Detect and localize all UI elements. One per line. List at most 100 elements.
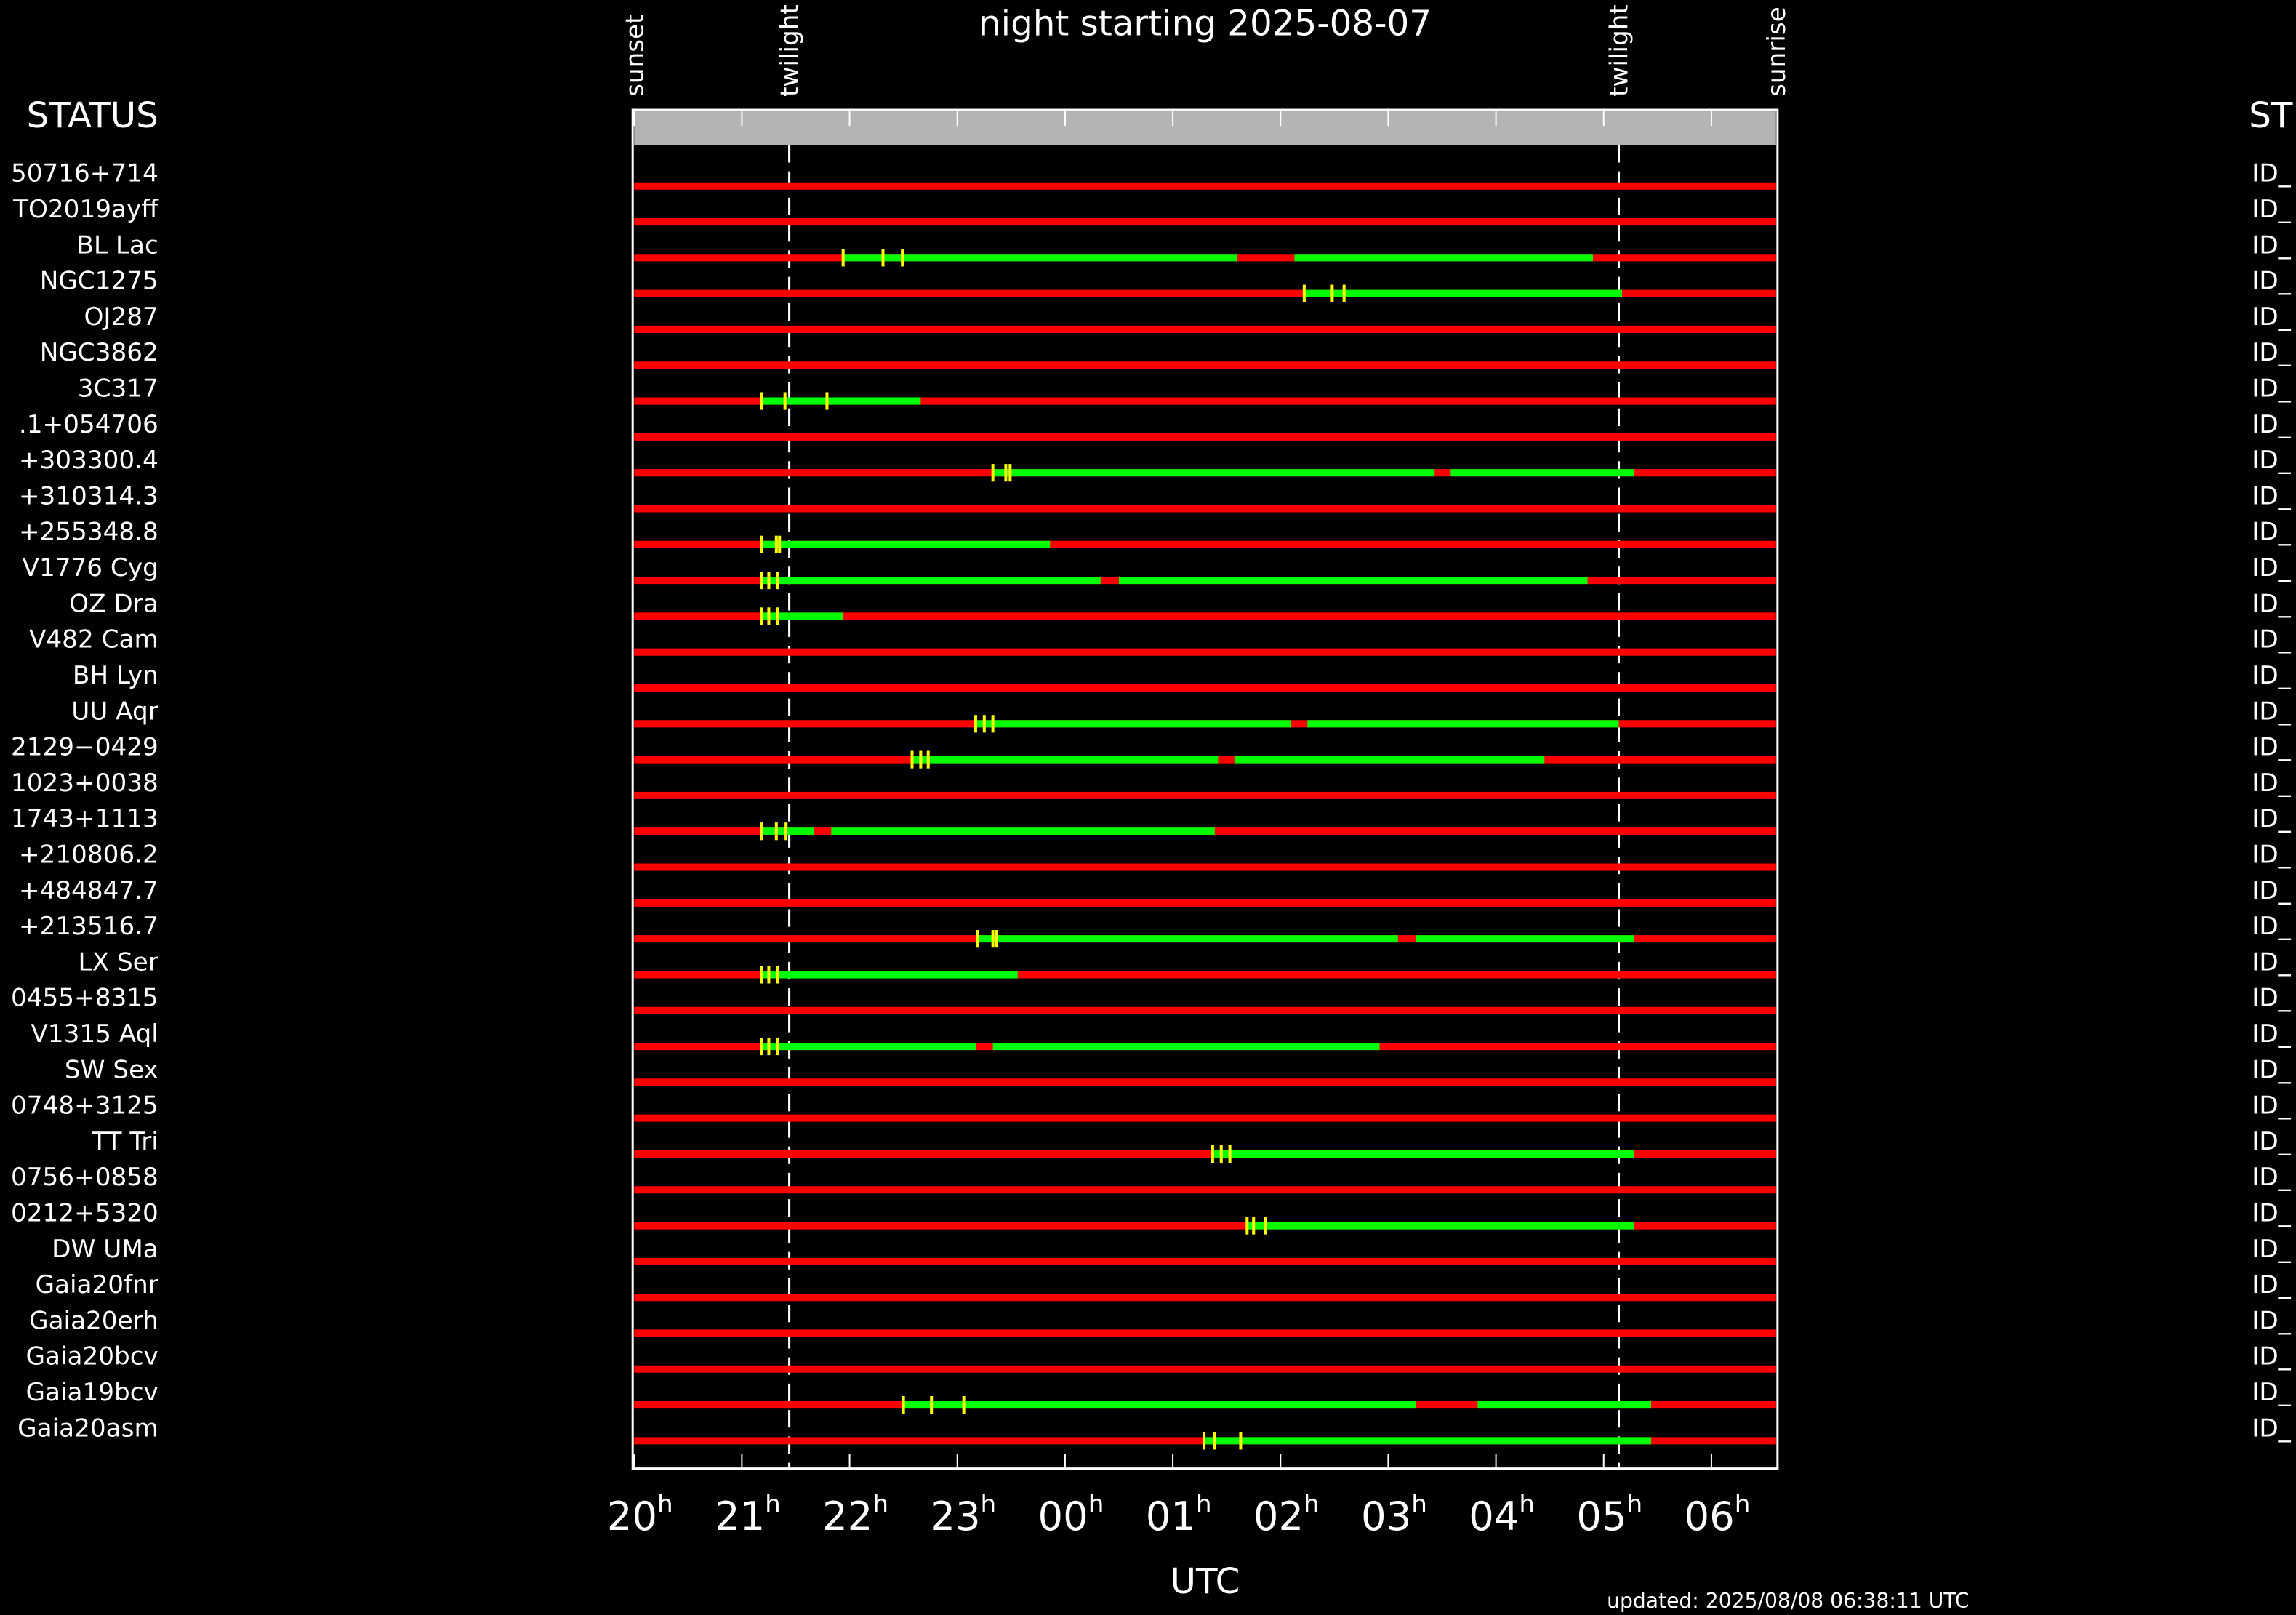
row-status: ID_ bbox=[2252, 302, 2291, 332]
row-status: ID_ bbox=[2252, 947, 2291, 977]
row-status: ID_ bbox=[2252, 374, 2291, 404]
x-tick-unit: h bbox=[1519, 1490, 1535, 1519]
row-label: Gaia20bcv bbox=[26, 1342, 158, 1371]
row-label: TO2019ayff bbox=[12, 195, 159, 224]
row-status: ID_ bbox=[2252, 518, 2291, 547]
row-status: ID_ bbox=[2252, 1235, 2291, 1264]
x-tick-value: 01 bbox=[1146, 1494, 1196, 1539]
row-status: ID_ bbox=[2252, 661, 2291, 690]
row-label: +484847.7 bbox=[19, 876, 158, 905]
row-label: +213516.7 bbox=[19, 912, 158, 941]
x-tick-label: 22h bbox=[822, 1490, 888, 1539]
x-tick-value: 00 bbox=[1038, 1494, 1088, 1539]
row-label: 0748+3125 bbox=[11, 1091, 158, 1121]
x-tick-value: 20 bbox=[607, 1494, 657, 1539]
row-label: 0455+8315 bbox=[11, 984, 158, 1013]
x-tick-label: 20h bbox=[607, 1490, 673, 1539]
row-status: ID_ bbox=[2252, 1163, 2291, 1192]
header-bar bbox=[634, 111, 1776, 145]
row-status: ID_ bbox=[2252, 625, 2291, 654]
row-label: UU Aqr bbox=[71, 697, 158, 726]
x-tick-label: 04h bbox=[1469, 1490, 1535, 1539]
row-label: 50716+714 bbox=[11, 159, 158, 188]
row-label: V1315 Aql bbox=[31, 1019, 158, 1049]
row-label: NGC3862 bbox=[40, 338, 158, 367]
row-status: ID_ bbox=[2252, 553, 2291, 582]
footer: updated: 2025/08/08 06:38:11 UTC bbox=[1607, 1589, 1970, 1613]
row-label: +303300.4 bbox=[19, 446, 158, 475]
x-tick-unit: h bbox=[765, 1490, 781, 1519]
x-tick-value: 04 bbox=[1469, 1494, 1519, 1539]
row-label: OJ287 bbox=[84, 302, 158, 332]
row-status: ID_ bbox=[2252, 410, 2291, 439]
row-label: 3C317 bbox=[78, 374, 158, 404]
x-tick-label: 21h bbox=[715, 1490, 781, 1539]
row-status: ID_ bbox=[2252, 840, 2291, 869]
row-status: ID_ bbox=[2252, 769, 2291, 798]
row-label: .1+054706 bbox=[19, 410, 158, 439]
row-status: ID_ bbox=[2252, 481, 2291, 510]
row-status: ID_ bbox=[2252, 876, 2291, 905]
chart-title: night starting 2025-08-07 bbox=[979, 3, 1432, 44]
row-status: ID_ bbox=[2252, 912, 2291, 941]
row-status: ID_ bbox=[2252, 1127, 2291, 1156]
x-axis-label: UTC bbox=[1171, 1561, 1240, 1602]
event-label: sunrise bbox=[1762, 7, 1791, 97]
row-status: ID_ bbox=[2252, 984, 2291, 1013]
x-tick-value: 21 bbox=[715, 1494, 765, 1539]
row-label: OZ Dra bbox=[69, 589, 158, 618]
row-status: ID_ bbox=[2252, 1019, 2291, 1049]
plot-frame bbox=[631, 108, 1779, 1470]
x-tick-value: 23 bbox=[930, 1494, 980, 1539]
row-label: DW UMa bbox=[52, 1235, 158, 1264]
x-tick-label: 23h bbox=[930, 1490, 996, 1539]
x-tick-label: 05h bbox=[1576, 1490, 1642, 1539]
row-status: ID_ bbox=[2252, 1306, 2291, 1335]
row-status: ID_ bbox=[2252, 267, 2291, 296]
row-label: Gaia20erh bbox=[29, 1306, 158, 1335]
row-label: NGC1275 bbox=[40, 267, 158, 296]
event-label: twilight bbox=[1605, 4, 1634, 97]
x-tick-unit: h bbox=[1088, 1490, 1104, 1519]
x-tick-unit: h bbox=[1411, 1490, 1427, 1519]
row-label: BH Lyn bbox=[73, 661, 158, 690]
x-tick-unit: h bbox=[872, 1490, 888, 1519]
x-tick-label: 03h bbox=[1361, 1490, 1427, 1539]
x-tick-value: 05 bbox=[1576, 1494, 1626, 1539]
row-label: Gaia20fnr bbox=[35, 1270, 158, 1299]
row-status: ID_ bbox=[2252, 1091, 2291, 1121]
row-status: ID_ bbox=[2252, 195, 2291, 224]
row-label: 1023+0038 bbox=[11, 769, 158, 798]
row-status: ID_ bbox=[2252, 1199, 2291, 1228]
row-label: 0212+5320 bbox=[11, 1199, 158, 1228]
row-status: ID_ bbox=[2252, 231, 2291, 260]
row-status: ID_ bbox=[2252, 733, 2291, 762]
row-status: ID_ bbox=[2252, 338, 2291, 367]
event-label: sunset bbox=[620, 14, 649, 97]
row-label: +255348.8 bbox=[19, 518, 158, 547]
x-tick-value: 03 bbox=[1361, 1494, 1411, 1539]
row-label: BL Lac bbox=[77, 231, 158, 260]
row-status: ID_ bbox=[2252, 159, 2291, 188]
row-label: Gaia19bcv bbox=[26, 1378, 158, 1407]
x-tick-value: 02 bbox=[1253, 1494, 1304, 1539]
row-label: +210806.2 bbox=[19, 840, 158, 869]
event-label: twilight bbox=[776, 4, 805, 97]
x-tick-unit: h bbox=[1304, 1490, 1320, 1519]
row-label: LX Ser bbox=[79, 947, 159, 977]
x-tick-value: 06 bbox=[1685, 1494, 1735, 1539]
row-status: ID_ bbox=[2252, 1378, 2291, 1407]
x-tick-unit: h bbox=[1735, 1490, 1751, 1519]
row-label: 2129−0429 bbox=[11, 733, 158, 762]
right-header: ST bbox=[2249, 95, 2293, 136]
x-tick-label: 01h bbox=[1146, 1490, 1212, 1539]
row-label: SW Sex bbox=[65, 1055, 158, 1084]
row-status: ID_ bbox=[2252, 1342, 2291, 1371]
row-label: 1743+1113 bbox=[11, 804, 158, 833]
x-tick-unit: h bbox=[1627, 1490, 1643, 1519]
row-status: ID_ bbox=[2252, 1414, 2291, 1443]
row-label: V1776 Cyg bbox=[23, 553, 158, 582]
